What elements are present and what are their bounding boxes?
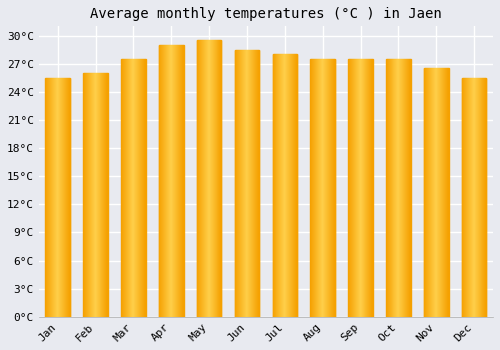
Title: Average monthly temperatures (°C ) in Jaen: Average monthly temperatures (°C ) in Ja… xyxy=(90,7,442,21)
